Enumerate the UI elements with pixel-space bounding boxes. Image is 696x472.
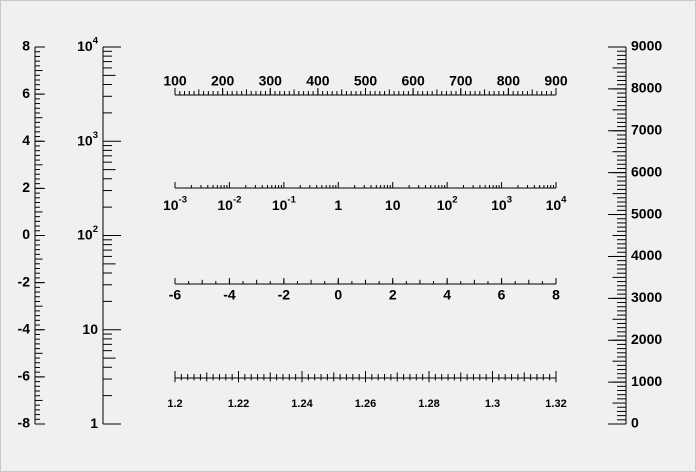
- right-linear-axis: 0 1000 2000 3000 4000 5000 6000 7000 8000 9000: [608, 38, 662, 431]
- tick-label: 102: [77, 224, 98, 242]
- tick-label: 10-2: [217, 194, 241, 212]
- tick-label: 1.22: [228, 398, 249, 410]
- tick-label: 6: [22, 85, 30, 101]
- tick-label: 2000: [631, 331, 662, 347]
- tick-label: 1.3: [485, 398, 500, 410]
- top-linear-axis: 100 200 300 400 500 600 700 800 900: [163, 73, 568, 96]
- tick-label: 2: [22, 179, 30, 195]
- left-linear-axis: -8 -6 -4 -2 0 2 4 6 8: [18, 38, 45, 431]
- tick-label: 9000: [631, 38, 662, 54]
- tick-label: 900: [544, 73, 568, 89]
- tick-label: 103: [491, 194, 512, 212]
- middle-linear-axis: -6 -4 -2 0 2 4 6 8: [169, 278, 560, 303]
- tick-label: 104: [77, 35, 99, 53]
- tick-label: -2: [18, 273, 31, 289]
- tick-label: 1.24: [291, 398, 313, 410]
- tick-label: 500: [354, 73, 378, 89]
- tick-label: -4: [223, 287, 236, 303]
- tick-label: 1: [90, 415, 98, 431]
- tick-label: 103: [77, 129, 98, 147]
- tick-label: 8: [22, 38, 30, 54]
- tick-label: 102: [437, 194, 458, 212]
- tick-label: -6: [18, 368, 31, 384]
- tick-label: 4: [443, 287, 451, 303]
- tick-label: 400: [306, 73, 330, 89]
- tick-label: 100: [163, 73, 187, 89]
- tick-label: 6: [498, 287, 506, 303]
- tick-label: 700: [449, 73, 473, 89]
- tick-label: 1.32: [545, 398, 566, 410]
- tick-label: 0: [334, 287, 342, 303]
- tick-label: -4: [18, 320, 31, 336]
- tick-label: -2: [278, 287, 291, 303]
- tick-label: 7000: [631, 121, 662, 137]
- tick-label: -6: [169, 287, 182, 303]
- tick-label: 6000: [631, 163, 662, 179]
- tick-label: 3000: [631, 289, 662, 305]
- tick-label: 1000: [631, 373, 662, 389]
- log-horizontal-axis: 10-3 10-2 10-1 1 10 102 103 104: [163, 182, 567, 213]
- tick-label: 10-1: [272, 194, 297, 212]
- tick-label: 8000: [631, 80, 662, 96]
- tick-label: 10: [82, 320, 98, 336]
- tick-label: 2: [389, 287, 397, 303]
- bottom-linear-axis: 1.2 1.22 1.24 1.26 1.28 1.3 1.32: [167, 371, 567, 410]
- tick-label: 4: [22, 132, 30, 148]
- tick-label: 1.2: [167, 398, 182, 410]
- tick-label: 0: [631, 415, 639, 431]
- tick-label: 1.26: [355, 398, 376, 410]
- tick-label: 10-3: [163, 194, 187, 212]
- tick-label: 8: [552, 287, 560, 303]
- tick-label: 300: [259, 73, 283, 89]
- tick-label: 600: [401, 73, 425, 89]
- tick-label: 104: [546, 194, 568, 212]
- tick-label: 1: [334, 197, 342, 213]
- tick-label: 4000: [631, 247, 662, 263]
- tick-label: 5000: [631, 205, 662, 221]
- tick-label: 1.28: [418, 398, 439, 410]
- tick-label: 0: [22, 226, 30, 242]
- tick-label: 800: [497, 73, 521, 89]
- tick-label: 200: [211, 73, 235, 89]
- tick-label: 10: [385, 197, 401, 213]
- tick-label: -8: [18, 415, 31, 431]
- left-log-axis: 1 10 102 103 104: [77, 35, 121, 431]
